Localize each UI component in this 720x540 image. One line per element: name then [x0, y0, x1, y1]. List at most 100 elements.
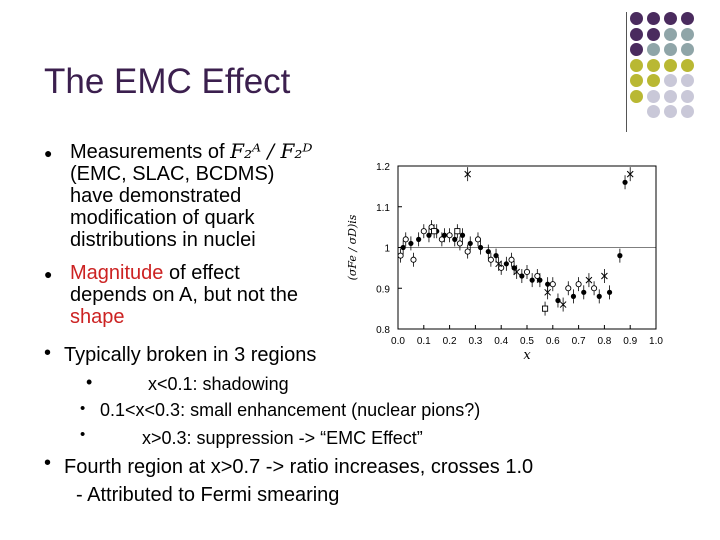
- x-tick-label: 0.1: [417, 336, 431, 347]
- data-point-cross: [585, 276, 593, 284]
- data-point-open: [549, 281, 556, 288]
- data-point-open: [508, 256, 515, 263]
- decor-dot: [647, 27, 660, 41]
- data-point-open: [565, 285, 572, 292]
- data-point-filled: [477, 244, 484, 251]
- decor-dot: [630, 74, 643, 87]
- data-point-filled: [485, 248, 491, 255]
- data-point-cross: [464, 170, 472, 178]
- data-point-open: [464, 248, 471, 255]
- y-tick-label: 0.8: [376, 325, 390, 336]
- region-2: 0.1<x<0.3: small enhancement (nuclear pi…: [100, 400, 481, 420]
- data-point-filled: [596, 293, 602, 299]
- bullet-marker-3: •: [44, 342, 52, 364]
- data-point-cross: [626, 170, 634, 178]
- bullet-4-line2: - Attributed to Fermi smearing: [76, 484, 340, 506]
- decor-dot: [630, 58, 643, 72]
- x-tick-label: 0.0: [391, 336, 405, 347]
- bullet-1-line3: have demonstrated: [70, 185, 242, 207]
- x-tick-label: 0.8: [597, 336, 611, 347]
- y-tick-label: 1: [384, 244, 390, 255]
- y-tick-label: 1.1: [376, 203, 390, 214]
- decor-dot: [630, 89, 643, 103]
- data-point-filled: [581, 289, 587, 295]
- data-point-square: [542, 305, 549, 312]
- emc-ratio-chart: 0.0 0.1 0.2 0.3 0.4 0.5 0.6 0.7 0.8 0.9 1.0 0.8 0.9 1…: [342, 158, 674, 366]
- bullet-2: Magnitude of effect depends on A, but no…: [70, 262, 298, 328]
- bullet-1-line5: distributions in nuclei: [70, 229, 256, 251]
- data-point-filled: [545, 281, 551, 287]
- data-point-cross: [544, 288, 551, 296]
- data-point-filled: [452, 236, 458, 242]
- data-point-filled: [537, 277, 543, 283]
- decor-vertical-line: [626, 12, 627, 132]
- bullet-1-prefix: Measurements of: [70, 141, 225, 163]
- data-point-open: [402, 236, 409, 243]
- data-point-square: [431, 228, 438, 235]
- y-axis-label: (σFe / σD)is: [346, 214, 359, 280]
- data-point-filled: [493, 253, 499, 259]
- decor-dot: [647, 43, 660, 56]
- data-point-filled: [408, 240, 414, 247]
- data-point-filled: [467, 240, 473, 247]
- decor-dot: [647, 58, 660, 72]
- sub-bullet-marker-2: •: [80, 400, 86, 417]
- slide-title: The EMC Effect: [44, 62, 291, 101]
- data-point-filled: [519, 273, 525, 279]
- bullet-1-line2: (EMC, SLAC, BCDMS): [70, 163, 275, 185]
- data-point-filled: [617, 253, 623, 259]
- data-point-open: [523, 268, 531, 275]
- data-point-open: [410, 256, 417, 263]
- bullet-2-line2: depends on A, but not the: [70, 284, 298, 306]
- region-3: x>0.3: suppression -> “EMC Effect”: [142, 428, 423, 448]
- data-point-filled: [503, 261, 509, 267]
- data-point-open: [575, 281, 582, 288]
- data-point-open: [397, 252, 404, 259]
- decor-dot: [664, 89, 677, 103]
- decor-dot: [664, 43, 677, 56]
- sub-bullet-marker-1: •: [86, 372, 93, 392]
- data-point-open: [420, 228, 427, 235]
- decor-dot: [647, 12, 660, 25]
- data-point-filled: [529, 277, 535, 283]
- decor-dot: [630, 12, 643, 25]
- x-tick-label: 0.9: [623, 336, 637, 347]
- bullet-marker-2: ●: [44, 266, 53, 282]
- y-tick-label: 0.9: [376, 284, 390, 295]
- decor-dot: [681, 89, 694, 103]
- decor-dot: [630, 27, 643, 41]
- x-tick-label: 0.6: [546, 336, 560, 347]
- data-point-open: [456, 240, 463, 247]
- data-point-open: [591, 285, 598, 292]
- data-point-open: [474, 236, 482, 243]
- decor-dot: [664, 58, 677, 72]
- data-point-filled: [400, 244, 406, 251]
- x-tick-label: 0.5: [520, 336, 534, 347]
- bullet-4-line1: Fourth region at x>0.7 -> ratio increase…: [64, 456, 534, 478]
- x-axis-label: x: [523, 348, 531, 363]
- data-point-filled: [441, 232, 448, 238]
- decor-dot: [664, 12, 677, 25]
- data-point-filled: [416, 236, 422, 242]
- data-point-open: [487, 256, 494, 263]
- shape-word: shape: [70, 306, 125, 328]
- decor-dot: [647, 105, 660, 118]
- data-point-filled: [570, 293, 577, 299]
- bullet-marker-4: •: [44, 452, 52, 474]
- bullet-2-rest: of effect: [163, 262, 240, 284]
- x-tick-label: 1.0: [649, 336, 663, 347]
- data-point-cross: [495, 260, 502, 268]
- decor-dot: [647, 89, 660, 103]
- sub-bullet-marker-3: •: [80, 426, 86, 443]
- decor-dot: [647, 74, 660, 87]
- magnitude-word: Magnitude: [70, 262, 164, 284]
- bullet-marker-1: ●: [44, 145, 53, 161]
- x-tick-label: 0.3: [468, 336, 482, 347]
- data-point-cross: [513, 268, 521, 276]
- decor-dot: [681, 27, 694, 41]
- data-point-square: [454, 228, 461, 235]
- data-point-filled: [622, 179, 628, 185]
- data-point-filled: [426, 232, 432, 238]
- data-point-open: [438, 236, 445, 243]
- y-tick-label: 1.2: [376, 162, 390, 173]
